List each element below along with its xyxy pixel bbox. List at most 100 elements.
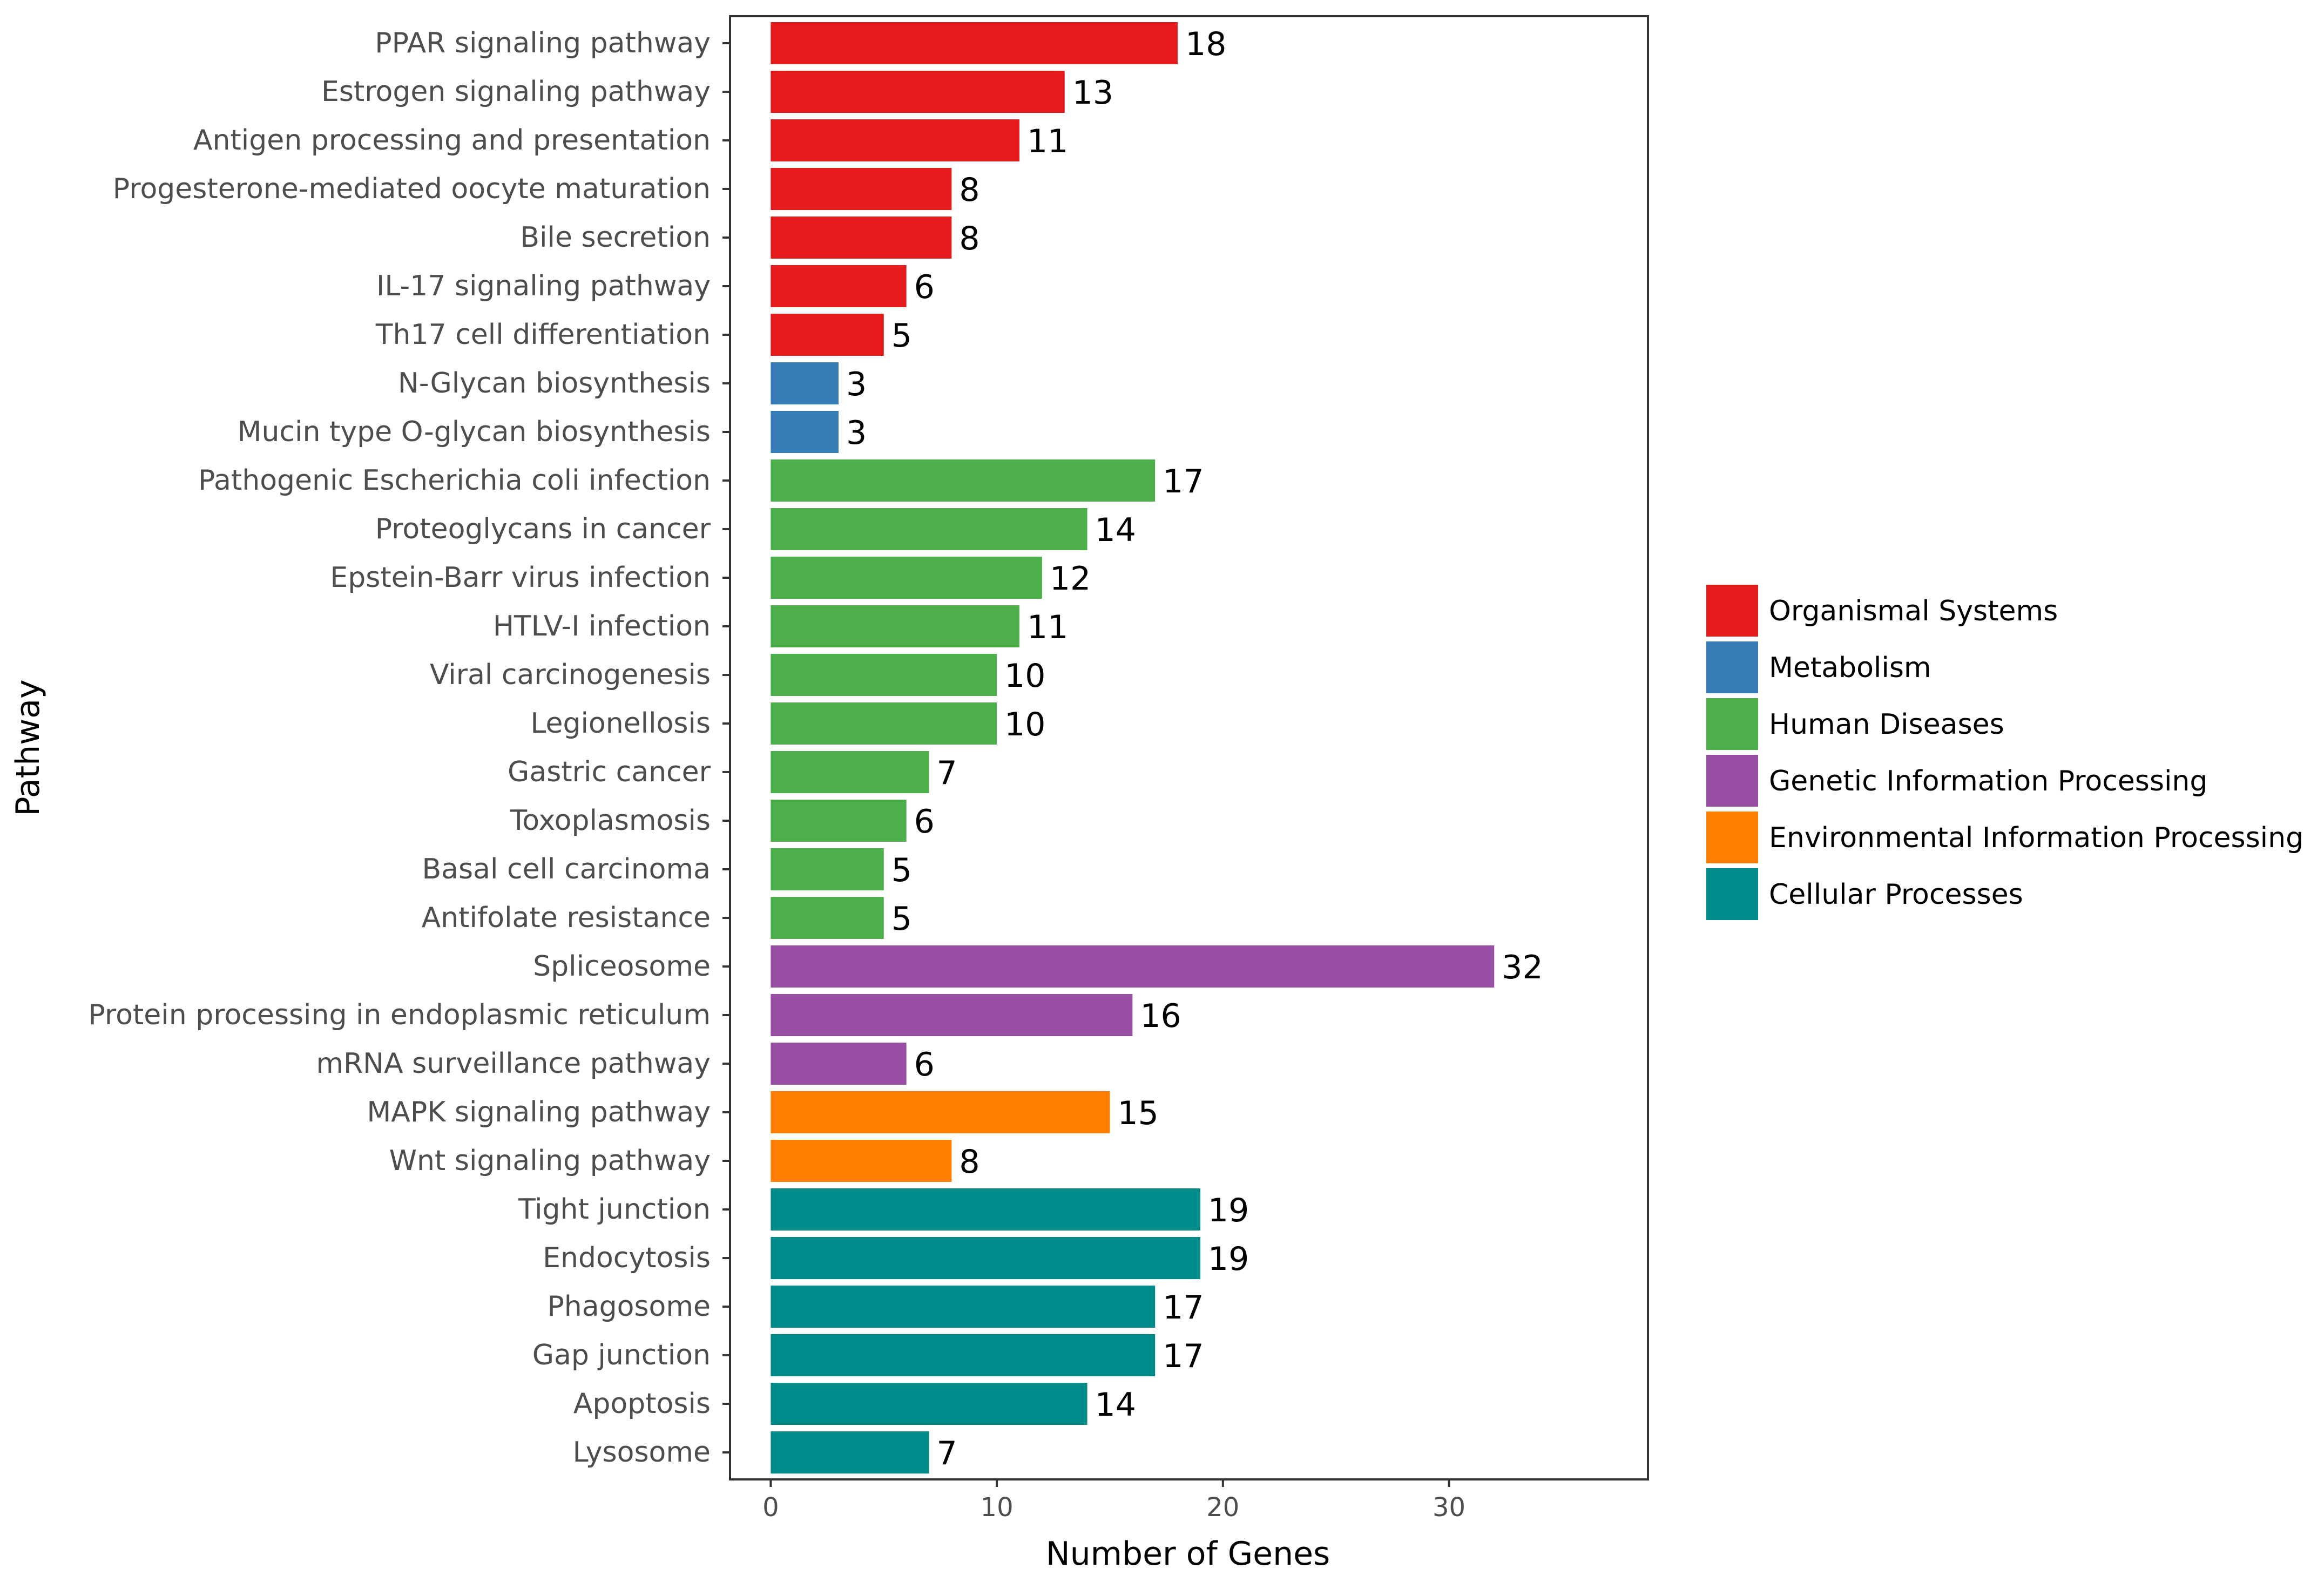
x-tick-label-10: 10 (981, 1492, 1014, 1523)
category-label-tight-junction: Tight junction (518, 1193, 711, 1226)
value-label-endocytosis: 19 (1208, 1240, 1249, 1278)
bar-n-glycan-biosynthesis (771, 362, 839, 404)
value-label-apoptosis: 14 (1095, 1386, 1136, 1424)
value-label-htlv-i-infection: 11 (1027, 609, 1068, 646)
value-labels-group: 1813118865331714121110107655321661581919… (846, 25, 1543, 1472)
bar-endocytosis (771, 1237, 1200, 1279)
category-label-gap-junction: Gap junction (532, 1339, 711, 1371)
legend: Organismal Systems Metabolism Human Diseas… (1706, 585, 2303, 920)
value-label-spliceosome: 32 (1502, 949, 1543, 986)
category-label-bile-secretion: Bile secretion (520, 221, 711, 254)
bar-antigen-processing-and-presentation (771, 119, 1019, 161)
bar-proteoglycans-in-cancer (771, 508, 1087, 550)
bar-bile-secretion (771, 217, 952, 259)
legend-key-cellular-processes (1706, 868, 1758, 920)
bar-tight-junction (771, 1188, 1200, 1231)
value-label-legionellosis: 10 (1004, 706, 1045, 743)
category-label-estrogen-signaling-pathway: Estrogen signaling pathway (321, 76, 711, 108)
value-label-pathogenic-escherichia-coli-infection: 17 (1163, 463, 1204, 501)
legend-label-human-diseases: Human Diseases (1769, 708, 2004, 741)
category-label-htlv-i-infection: HTLV-I infection (493, 610, 711, 643)
value-label-lysosome: 7 (936, 1435, 957, 1472)
plot-panel-border (729, 15, 1649, 1480)
category-axis: PPAR signaling pathway Estrogen signaling… (88, 27, 730, 1469)
legend-key-environmental-information-processing (1706, 812, 1758, 863)
category-label-pathogenic-escherichia-coli-infection: Pathogenic Escherichia coli infection (198, 464, 711, 497)
bar-apoptosis (771, 1383, 1087, 1425)
category-label-th17-cell-differentiation: Th17 cell differentiation (375, 319, 711, 351)
value-label-mucin-type-o-glycan-biosynthesis: 3 (846, 414, 867, 452)
bar-legionellosis (771, 702, 997, 745)
bar-mapk-signaling-pathway (771, 1091, 1110, 1133)
category-label-n-glycan-biosynthesis: N-Glycan biosynthesis (398, 367, 711, 400)
value-label-progesterone-mediated-oocyte-maturation: 8 (959, 171, 979, 209)
value-label-mrna-surveillance-pathway: 6 (914, 1046, 935, 1084)
category-label-phagosome: Phagosome (547, 1290, 711, 1323)
value-label-gap-junction: 17 (1163, 1337, 1204, 1375)
value-label-antigen-processing-and-presentation: 11 (1027, 123, 1068, 160)
category-label-mucin-type-o-glycan-biosynthesis: Mucin type O-glycan biosynthesis (238, 416, 711, 448)
category-label-legionellosis: Legionellosis (530, 707, 711, 740)
bar-il-17-signaling-pathway (771, 265, 907, 307)
bar-gastric-cancer (771, 751, 929, 793)
bar-spliceosome (771, 945, 1495, 988)
legend-key-genetic-information-processing (1706, 755, 1758, 807)
value-label-tight-junction: 19 (1208, 1192, 1249, 1229)
y-axis-title: Pathway (9, 679, 47, 816)
legend-label-metabolism: Metabolism (1769, 652, 1931, 684)
category-label-il-17-signaling-pathway: IL-17 signaling pathway (376, 270, 711, 302)
bar-antifolate-resistance (771, 897, 884, 939)
category-label-endocytosis: Endocytosis (543, 1242, 711, 1274)
category-label-epstein-barr-virus-infection: Epstein-Barr virus infection (330, 562, 711, 594)
category-label-viral-carcinogenesis: Viral carcinogenesis (430, 659, 711, 691)
value-label-n-glycan-biosynthesis: 3 (846, 366, 867, 403)
category-label-gastric-cancer: Gastric cancer (508, 756, 711, 788)
bar-toxoplasmosis (771, 800, 907, 842)
bar-progesterone-mediated-oocyte-maturation (771, 168, 952, 210)
value-label-bile-secretion: 8 (959, 220, 979, 258)
value-label-epstein-barr-virus-infection: 12 (1050, 560, 1091, 598)
legend-key-organismal-systems (1706, 585, 1758, 637)
bar-estrogen-signaling-pathway (771, 71, 1065, 113)
x-tick-label-20: 20 (1206, 1492, 1239, 1523)
bar-ppar-signaling-pathway (771, 22, 1178, 64)
legend-key-metabolism (1706, 641, 1758, 693)
value-label-mapk-signaling-pathway: 15 (1117, 1094, 1158, 1132)
category-label-wnt-signaling-pathway: Wnt signaling pathway (389, 1145, 711, 1177)
category-label-toxoplasmosis: Toxoplasmosis (509, 804, 711, 837)
value-label-antifolate-resistance: 5 (891, 900, 912, 938)
x-tick-label-0: 0 (762, 1492, 779, 1523)
bar-mucin-type-o-glycan-biosynthesis (771, 411, 839, 453)
bar-epstein-barr-virus-infection (771, 557, 1042, 599)
legend-key-human-diseases (1706, 698, 1758, 750)
category-label-mapk-signaling-pathway: MAPK signaling pathway (367, 1096, 711, 1128)
category-label-protein-processing-in-endoplasmic-reticulum: Protein processing in endoplasmic reticu… (88, 999, 711, 1031)
bar-protein-processing-in-endoplasmic-reticulum (771, 994, 1133, 1036)
category-label-mrna-surveillance-pathway: mRNA surveillance pathway (316, 1047, 711, 1080)
value-label-il-17-signaling-pathway: 6 (914, 268, 935, 306)
value-label-estrogen-signaling-pathway: 13 (1072, 74, 1113, 112)
bar-gap-junction (771, 1334, 1156, 1376)
category-label-lysosome: Lysosome (573, 1436, 711, 1469)
bar-htlv-i-infection (771, 605, 1019, 647)
value-label-th17-cell-differentiation: 5 (891, 317, 912, 355)
value-label-phagosome: 17 (1163, 1289, 1204, 1327)
legend-label-cellular-processes: Cellular Processes (1769, 878, 2023, 911)
category-label-spliceosome: Spliceosome (533, 950, 711, 983)
category-label-progesterone-mediated-oocyte-maturation: Progesterone-mediated oocyte maturation (113, 173, 711, 205)
value-label-wnt-signaling-pathway: 8 (959, 1143, 979, 1181)
bar-lysosome (771, 1431, 929, 1473)
category-label-apoptosis: Apoptosis (573, 1388, 711, 1420)
value-label-basal-cell-carcinoma: 5 (891, 851, 912, 889)
bar-pathogenic-escherichia-coli-infection (771, 459, 1156, 502)
value-label-proteoglycans-in-cancer: 14 (1095, 511, 1136, 549)
bars-group (771, 22, 1495, 1473)
legend-label-genetic-information-processing: Genetic Information Processing (1769, 765, 2207, 797)
category-label-proteoglycans-in-cancer: Proteoglycans in cancer (375, 513, 711, 545)
category-label-ppar-signaling-pathway: PPAR signaling pathway (375, 27, 711, 59)
bar-basal-cell-carcinoma (771, 848, 884, 890)
x-axis-title: Number of Genes (1046, 1535, 1330, 1573)
value-label-protein-processing-in-endoplasmic-reticulum: 16 (1140, 997, 1181, 1035)
legend-label-organismal-systems: Organismal Systems (1769, 595, 2058, 627)
